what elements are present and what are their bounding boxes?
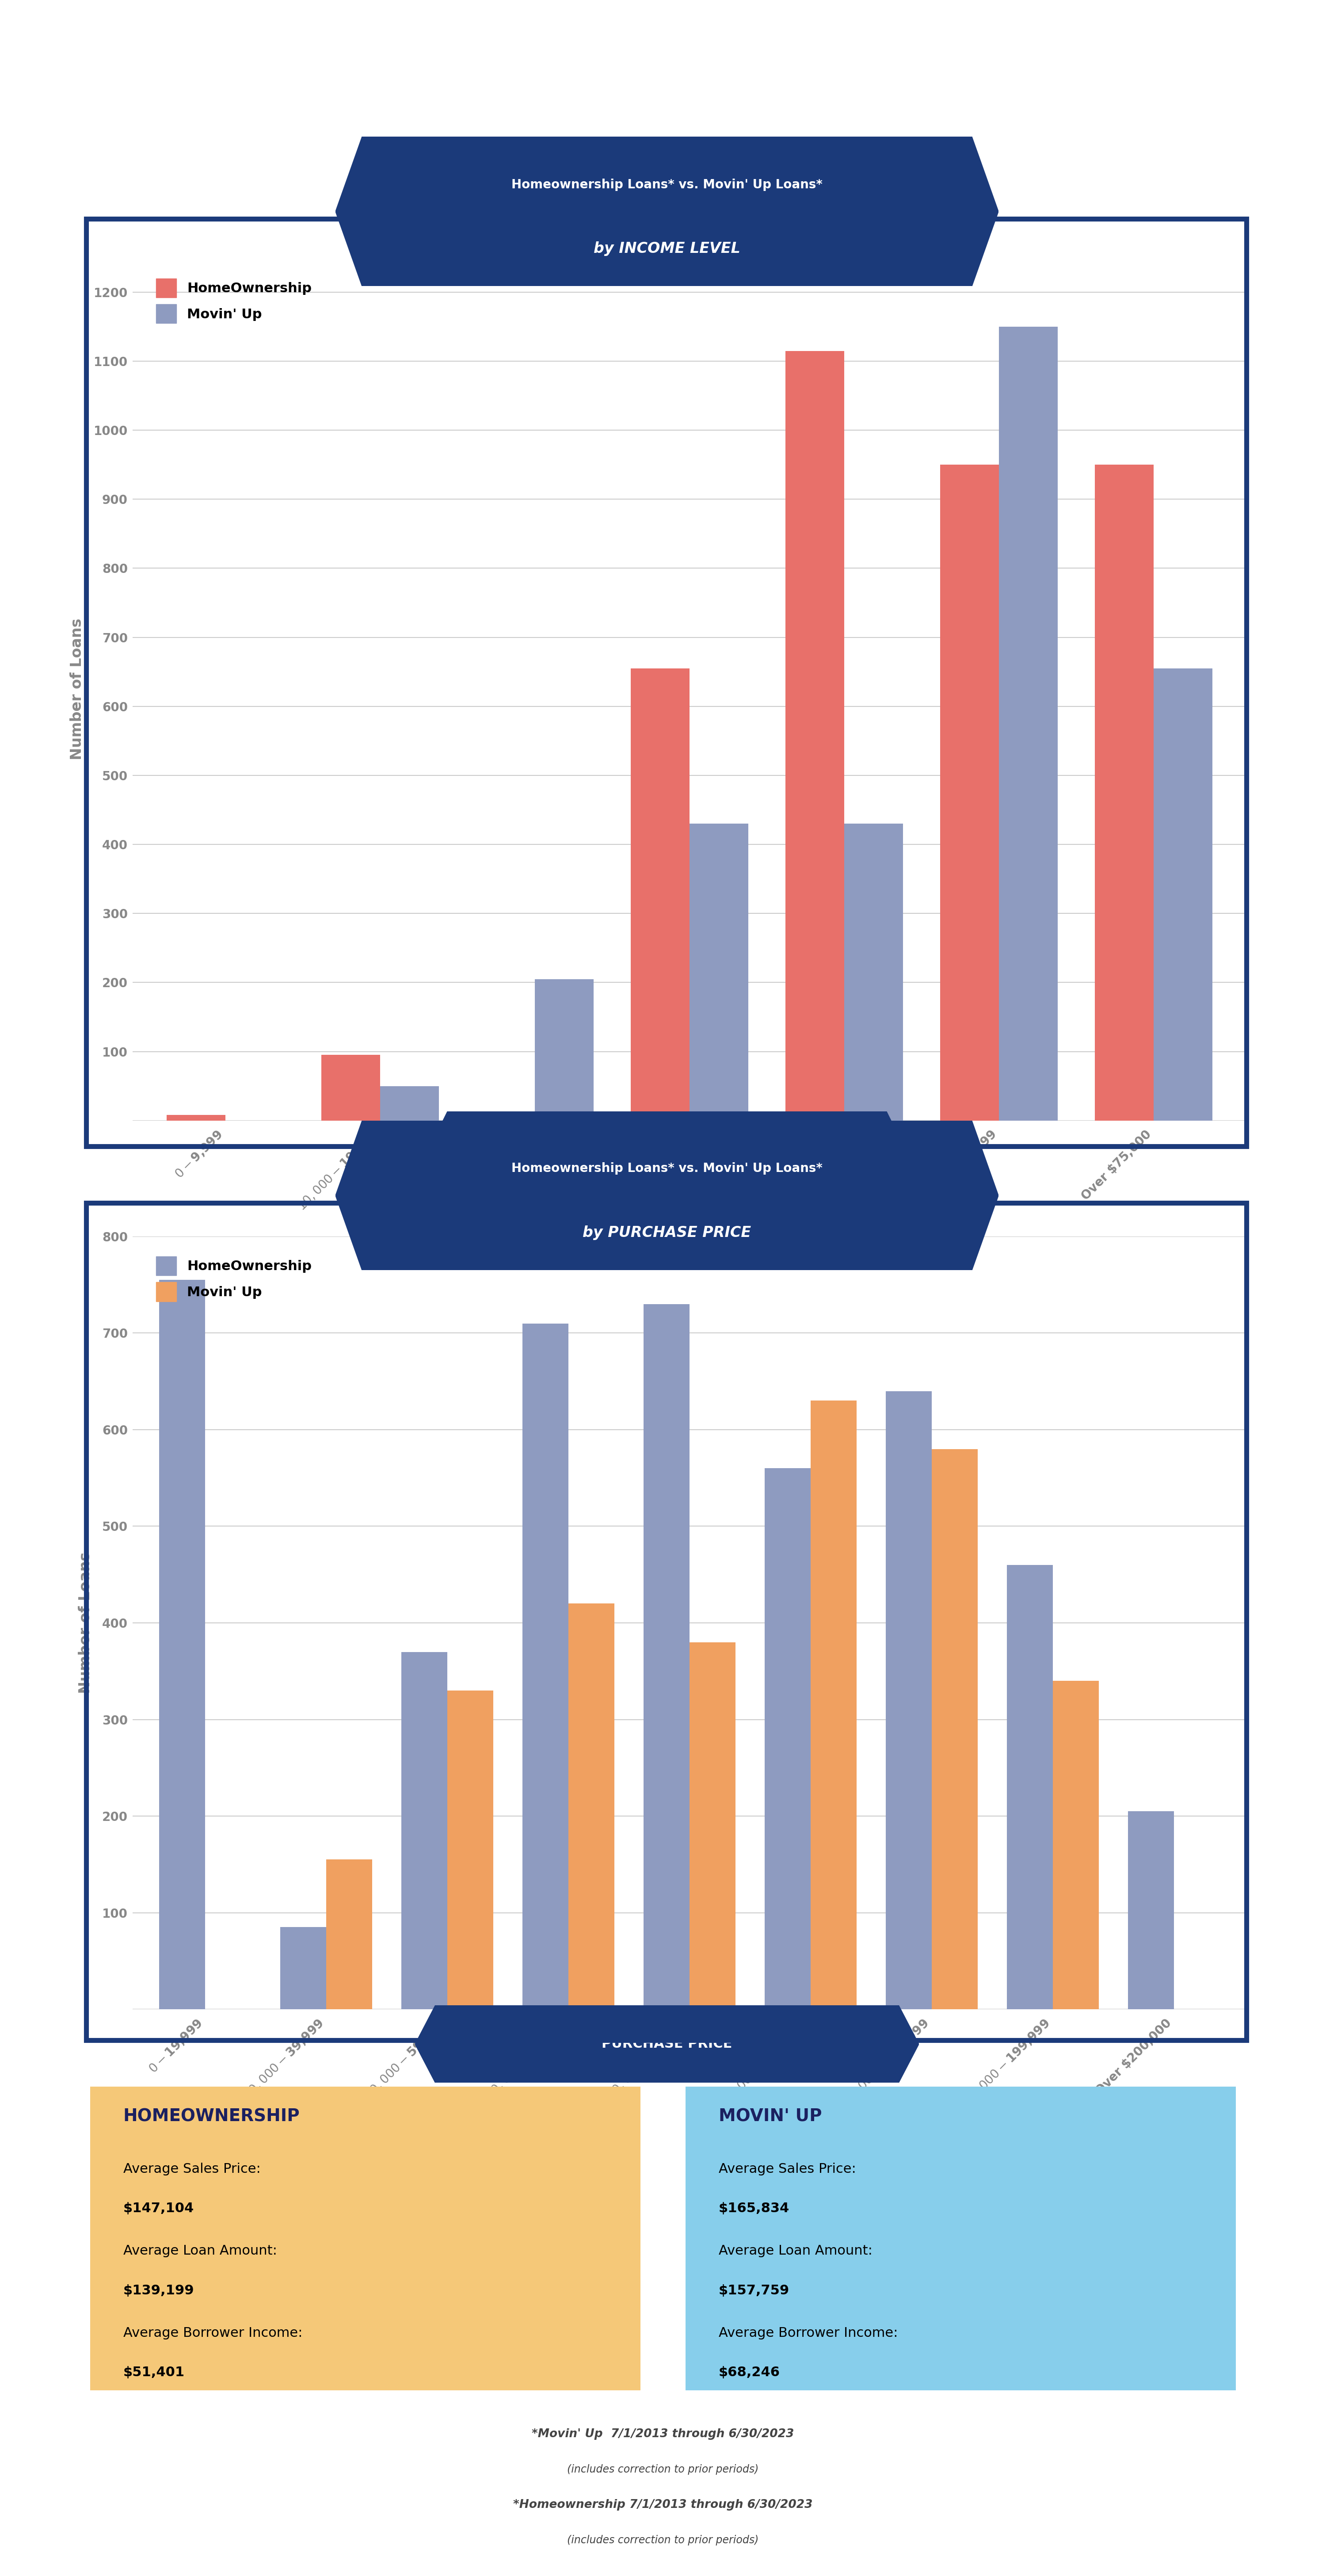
Polygon shape bbox=[428, 1110, 906, 1188]
Text: by INCOME LEVEL: by INCOME LEVEL bbox=[594, 242, 740, 255]
Text: Homeownership Loans* vs. Movin' Up Loans*: Homeownership Loans* vs. Movin' Up Loans… bbox=[512, 178, 822, 191]
Bar bbox=[326, 1860, 373, 2009]
Text: Homeownership Loans* vs. Movin' Up Loans*: Homeownership Loans* vs. Movin' Up Loans… bbox=[512, 1162, 822, 1175]
Bar bbox=[998, 327, 1058, 1121]
Bar bbox=[810, 1401, 857, 2009]
FancyBboxPatch shape bbox=[90, 2087, 640, 2391]
Text: Average Borrower Income:: Average Borrower Income: bbox=[719, 2326, 898, 2339]
Bar bbox=[447, 1690, 493, 2009]
Text: Average Loan Amount:: Average Loan Amount: bbox=[123, 2244, 277, 2257]
Text: $157,759: $157,759 bbox=[719, 2285, 789, 2298]
Text: $165,834: $165,834 bbox=[719, 2202, 789, 2215]
Text: $51,401: $51,401 bbox=[123, 2367, 184, 2380]
Bar bbox=[690, 1643, 736, 2009]
Text: HOMEOWNERSHIP: HOMEOWNERSHIP bbox=[123, 2107, 300, 2125]
Bar bbox=[932, 1448, 977, 2009]
Text: INCOME LEVEL: INCOME LEVEL bbox=[611, 1144, 723, 1157]
Bar bbox=[569, 1602, 614, 2009]
Text: (includes correction to prior periods): (includes correction to prior periods) bbox=[568, 2535, 758, 2545]
Text: by PURCHASE PRICE: by PURCHASE PRICE bbox=[582, 1226, 752, 1239]
Bar bbox=[159, 1280, 206, 2009]
Text: Average Sales Price:: Average Sales Price: bbox=[719, 2164, 855, 2174]
Bar bbox=[643, 1303, 690, 2009]
Bar bbox=[1006, 1566, 1053, 2009]
Text: $139,199: $139,199 bbox=[123, 2285, 194, 2298]
Bar bbox=[167, 1115, 225, 1121]
Bar bbox=[1128, 1811, 1174, 2009]
Bar bbox=[1053, 1682, 1099, 2009]
Bar bbox=[534, 979, 594, 1121]
Bar bbox=[1154, 667, 1212, 1121]
Y-axis label: Number of Loans: Number of Loans bbox=[70, 618, 85, 760]
Polygon shape bbox=[335, 1121, 998, 1270]
Polygon shape bbox=[335, 137, 998, 286]
Bar bbox=[402, 1651, 447, 2009]
Bar bbox=[886, 1391, 932, 2009]
Bar bbox=[765, 1468, 810, 2009]
Text: Average Sales Price:: Average Sales Price: bbox=[123, 2164, 260, 2174]
Text: MOVIN' UP: MOVIN' UP bbox=[719, 2107, 822, 2125]
Text: *Homeownership 7/1/2013 through 6/30/2023: *Homeownership 7/1/2013 through 6/30/202… bbox=[513, 2499, 813, 2512]
Bar bbox=[785, 350, 845, 1121]
Bar bbox=[1095, 464, 1154, 1121]
Bar bbox=[280, 1927, 326, 2009]
Text: *Movin' Up  7/1/2013 through 6/30/2023: *Movin' Up 7/1/2013 through 6/30/2023 bbox=[532, 2429, 794, 2439]
Text: Average Loan Amount:: Average Loan Amount: bbox=[719, 2244, 873, 2257]
Text: Average Borrower Income:: Average Borrower Income: bbox=[123, 2326, 302, 2339]
Bar bbox=[690, 824, 748, 1121]
FancyBboxPatch shape bbox=[686, 2087, 1236, 2391]
Text: (includes correction to prior periods): (includes correction to prior periods) bbox=[568, 2465, 758, 2476]
Text: $147,104: $147,104 bbox=[123, 2202, 194, 2215]
Legend: HomeOwnership, Movin' Up: HomeOwnership, Movin' Up bbox=[150, 1252, 317, 1306]
Y-axis label: Number of Loans: Number of Loans bbox=[78, 1551, 93, 1695]
Bar bbox=[940, 464, 998, 1121]
Legend: HomeOwnership, Movin' Up: HomeOwnership, Movin' Up bbox=[150, 273, 317, 330]
Bar bbox=[381, 1087, 439, 1121]
Bar bbox=[522, 1324, 569, 2009]
Bar bbox=[845, 824, 903, 1121]
Polygon shape bbox=[415, 2004, 919, 2081]
Text: $68,246: $68,246 bbox=[719, 2367, 780, 2380]
Bar bbox=[321, 1056, 381, 1121]
Bar bbox=[631, 667, 690, 1121]
Text: PURCHASE PRICE: PURCHASE PRICE bbox=[602, 2038, 732, 2050]
